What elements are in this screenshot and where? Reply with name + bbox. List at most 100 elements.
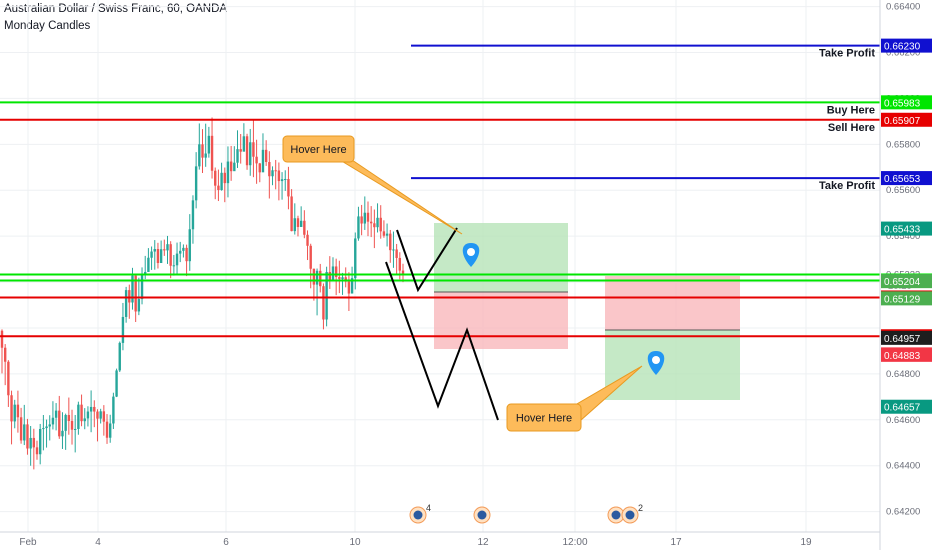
candle-down [379,217,382,232]
candle-down [58,410,61,437]
chart-subtitle: Monday Candles [4,20,91,32]
candle-up [166,244,169,251]
candle-up [45,426,48,429]
price-tick-label: 0.65600 [886,185,920,196]
price-badge-label: 0.65204 [884,277,921,288]
candle-down [287,178,290,197]
candle-up [175,253,179,266]
zigzag-projection-up [396,227,458,293]
candle-down [290,196,293,232]
candle-up [73,428,77,430]
candle-up [226,161,230,184]
candle-down [19,417,23,441]
candle-down [156,249,160,264]
candle-down [334,266,338,278]
candle-up [172,265,176,267]
candle-up [220,172,223,191]
candle-up [188,229,191,262]
price-tick-label: 0.66200 [886,48,920,59]
candle-down [201,144,204,158]
long-stop-zone [434,292,568,349]
candle-down [26,424,29,449]
short-target-zone [605,330,740,400]
candle-down [369,221,373,224]
candle-up [350,278,354,294]
price-tick-label: 0.64200 [886,507,920,518]
candle-up [140,274,144,300]
candle-down [239,149,242,152]
candle-up [280,179,284,182]
chart-title: Australian Dollar / Swiss Franc, 60, OAN… [4,3,228,15]
price-badge-label: 0.65433 [884,225,921,236]
candle-down [382,231,386,236]
candle-up [51,417,55,425]
candle-up [293,218,296,232]
candle-up [284,178,287,180]
candle-up [115,370,118,397]
time-tick-label: 19 [800,537,812,548]
level-text: Buy Here [827,104,875,116]
pin-dot [652,356,660,364]
candle-down [398,257,402,271]
candle-down [389,233,392,251]
pin-dot [467,248,475,256]
candle-up [77,404,80,429]
candle-up [191,200,195,230]
candle-down [32,437,36,448]
candle-up [86,411,90,419]
candle-up [194,166,198,201]
candle-down [245,136,249,166]
candle-up [179,250,182,254]
candle-down [264,149,268,163]
candle-down [303,220,306,235]
candle-up [261,149,265,173]
candle-up [315,270,319,285]
candle-up [341,277,344,280]
candle-up [121,316,125,343]
candle-down [306,234,309,246]
candle-down [3,347,7,362]
price-badge [881,347,932,362]
candle-up [83,418,86,422]
candle-up [363,212,367,224]
candle-down [163,249,166,251]
short-stop-zone [605,276,740,330]
candle-up [137,299,141,312]
time-tick-label: Feb [19,537,37,548]
price-badge-label: 0.65129 [884,294,921,305]
candle-down [255,156,258,164]
price-badge [881,38,932,53]
candle-up [325,271,328,320]
candle-down [338,277,341,280]
candle-up [153,249,156,252]
event-flag-inner [625,510,635,520]
candle-down [134,275,137,312]
candle-down [223,172,226,184]
time-tick-label: 6 [223,537,229,548]
price-badge [881,112,932,127]
candle-up [198,144,201,167]
candle-up [150,251,153,258]
candle-up [182,247,185,251]
candle-up [13,404,16,422]
candle-up [159,249,163,264]
candle-up [236,149,239,163]
level-text: Take Profit [819,180,875,192]
candle-up [144,271,147,275]
price-tick-label: 0.64800 [886,369,920,380]
candle-up [61,430,64,437]
price-badge-label: 0.64957 [884,334,921,345]
price-badge [881,291,932,306]
price-badge-label: 0.66230 [884,42,921,53]
candle-up [354,238,357,279]
time-tick-label: 10 [349,537,361,548]
candle-up [204,153,207,158]
candle-up [118,342,121,371]
price-badge-label: 0.65983 [884,98,921,109]
candle-up [131,275,134,303]
time-tick-label: 4 [95,537,101,548]
candle-up [54,410,58,418]
candle-down [185,247,188,262]
price-badge [881,221,932,236]
